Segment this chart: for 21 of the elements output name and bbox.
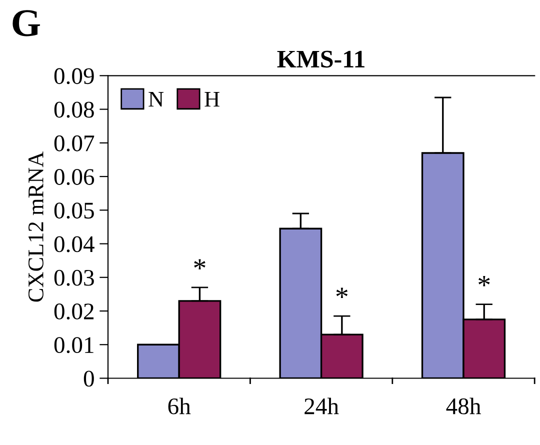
text: G [12, 10, 40, 36]
y-tick-label: 0.03 [54, 270, 94, 286]
y-tick-label: 0.02 [54, 303, 94, 320]
x-tick-label: 24h [304, 398, 339, 414]
x-tick-label: 48h [446, 398, 481, 414]
annotation: * [194, 259, 206, 270]
annotation: * [336, 288, 348, 298]
y-tick-label: 0.04 [54, 236, 94, 252]
y-tick-label: 0.06 [54, 169, 94, 186]
legend-label: H [204, 92, 220, 107]
y-tick-label: 0.01 [54, 337, 94, 354]
y-tick-label: 0.09 [54, 68, 94, 84]
legend-label: N [148, 92, 164, 107]
y-tick-label: 0.08 [54, 102, 94, 118]
chart-title: KMS-11 [277, 50, 364, 68]
y-axis-title: CXCL12 mRNA [28, 151, 44, 302]
x-tick-label: 6h [168, 398, 191, 414]
y-tick-label: 0.05 [54, 202, 94, 219]
annotation: * [478, 276, 490, 286]
y-tick-label: 0 [84, 370, 94, 387]
y-tick-label: 0.07 [54, 135, 94, 152]
